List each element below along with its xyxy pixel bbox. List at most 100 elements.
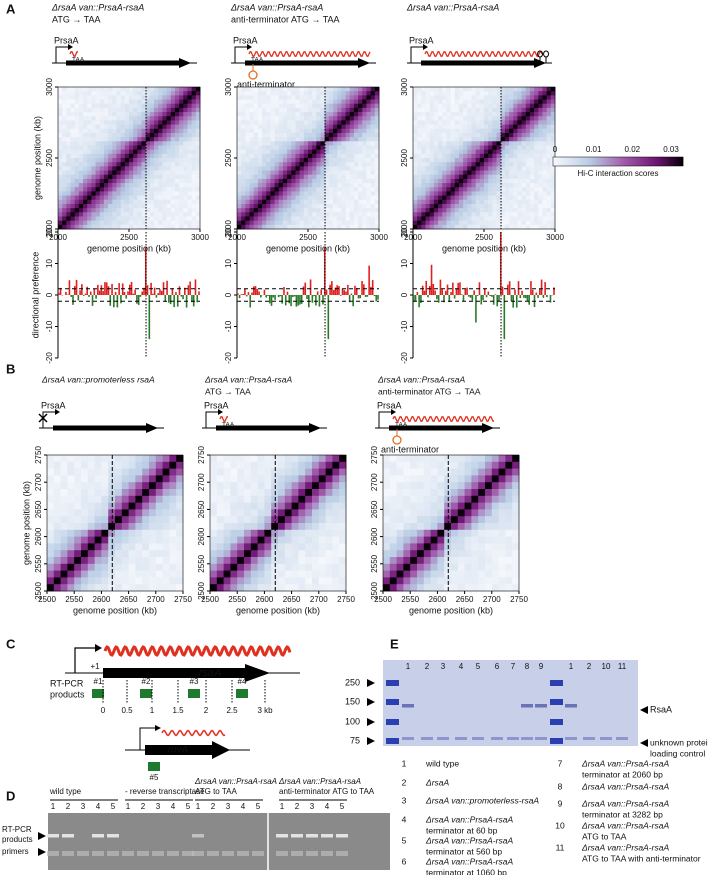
- heatmap-cell: [550, 191, 556, 196]
- heatmap-cell: [87, 183, 92, 188]
- heatmap-cell: [444, 461, 452, 469]
- heatmap-cell: [223, 543, 231, 551]
- heatmap-cell: [299, 87, 305, 92]
- heatmap-cell: [341, 124, 346, 130]
- heatmap-cell: [521, 145, 527, 151]
- heatmap-cell: [112, 103, 117, 109]
- heatmap-cell: [264, 570, 272, 578]
- heatmap-cell: [454, 112, 460, 117]
- heatmap-cell: [70, 195, 76, 201]
- heatmap-cell: [341, 199, 346, 205]
- heatmap-cell: [262, 208, 267, 213]
- heatmap-cell: [366, 224, 372, 230]
- heatmap-cell: [253, 141, 259, 146]
- pref-bar: [152, 293, 154, 295]
- heatmap-cell: [509, 112, 514, 117]
- heatmap-cell: [525, 112, 531, 117]
- heatmap-cell: [358, 195, 363, 201]
- colorbar-cell: [663, 157, 666, 166]
- pref-bar: [237, 293, 239, 295]
- heatmap-cell: [332, 550, 340, 558]
- heatmap-cell: [542, 128, 548, 134]
- heatmap-cell: [191, 116, 197, 121]
- heatmap-cell: [479, 158, 485, 163]
- heatmap-cell: [149, 158, 155, 163]
- heatmap-cell: [484, 87, 489, 92]
- heatmap-cell: [450, 216, 456, 222]
- heatmap-cell: [287, 120, 292, 125]
- heatmap-cell: [467, 103, 472, 109]
- heatmap-cell: [298, 529, 306, 537]
- heatmap-cell: [534, 153, 539, 159]
- heatmap-cell: [142, 509, 150, 517]
- pref-bar: [530, 281, 532, 295]
- heatmap-cell: [176, 550, 184, 558]
- heatmap-cell: [78, 199, 84, 205]
- heatmap-cell: [534, 174, 539, 180]
- heatmap-cell: [512, 468, 520, 476]
- heatmap-cell: [316, 124, 321, 130]
- heatmap-cell: [230, 563, 238, 571]
- heatmap-cell: [166, 137, 172, 142]
- heatmap-cell: [169, 509, 177, 517]
- heatmap-cell: [303, 132, 309, 138]
- heatmap-cell: [58, 158, 63, 163]
- heatmap-cell: [484, 153, 489, 159]
- heatmap-cell: [145, 103, 151, 109]
- heatmap-cell: [318, 482, 326, 490]
- heatmap-cell: [262, 158, 267, 163]
- heatmap-cell: [166, 220, 172, 226]
- heatmap-cell: [542, 116, 548, 121]
- heatmap-cell: [95, 166, 101, 171]
- heatmap-cell: [324, 208, 330, 213]
- heatmap-cell: [458, 224, 464, 230]
- heatmap-cell: [112, 128, 117, 134]
- heatmap-cell: [249, 95, 255, 100]
- heatmap-cell: [103, 124, 109, 130]
- heatmap-cell: [58, 107, 63, 113]
- heatmap-cell: [318, 502, 326, 510]
- heatmap-cell: [287, 191, 292, 196]
- heatmap-cell: [112, 87, 117, 92]
- heatmap-cell: [370, 216, 376, 222]
- heatmap-cell: [389, 509, 397, 517]
- heatmap-cell: [120, 187, 126, 192]
- heatmap-cell: [521, 191, 527, 196]
- heatmap-cell: [141, 220, 147, 226]
- heatmap-cell: [417, 153, 422, 159]
- heatmap-cell: [249, 162, 255, 167]
- heatmap-cell: [504, 153, 510, 159]
- heatmap-cell: [374, 166, 380, 171]
- heatmap-cell: [546, 224, 552, 230]
- heatmap-cell: [512, 475, 520, 483]
- heatmap-cell: [299, 216, 305, 222]
- heatmap-cell: [108, 141, 113, 146]
- heatmap-cell: [257, 543, 265, 551]
- heatmap-cell: [158, 99, 163, 105]
- heatmap-cell: [66, 149, 71, 155]
- heatmap-cell: [488, 220, 493, 226]
- heatmap-cell: [438, 216, 443, 222]
- heatmap-cell: [413, 99, 418, 105]
- heatmap-cell: [169, 489, 177, 497]
- pref-bar: [263, 289, 266, 295]
- heatmap-cell: [264, 557, 272, 565]
- y-axis-label: genome position (kb): [21, 481, 31, 565]
- heatmap-cell: [324, 141, 330, 146]
- heatmap-cell: [169, 557, 177, 565]
- heatmap-cell: [442, 137, 447, 142]
- heatmap-cell: [250, 489, 258, 497]
- heatmap-cell: [257, 107, 263, 113]
- heatmap-cell: [223, 475, 231, 483]
- heatmap-cell: [492, 162, 497, 167]
- heatmap-cell: [479, 191, 485, 196]
- heatmap-cell: [166, 216, 172, 222]
- heatmap-cell: [87, 124, 92, 130]
- heatmap-cell: [429, 120, 435, 125]
- heatmap-cell: [78, 166, 84, 171]
- heatmap-cell: [389, 495, 397, 503]
- heatmap-cell: [374, 187, 380, 192]
- heatmap-cell: [87, 103, 92, 109]
- heatmap-cell: [66, 124, 71, 130]
- heatmap-cell: [274, 95, 280, 100]
